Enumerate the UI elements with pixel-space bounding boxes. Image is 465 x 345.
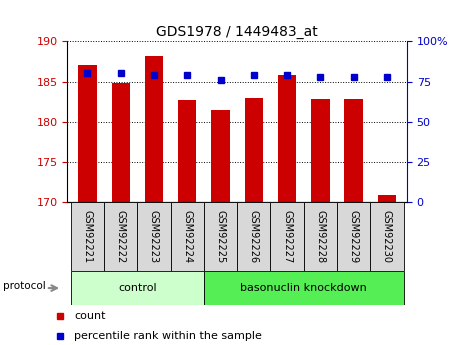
Bar [237,202,271,271]
Text: GSM92225: GSM92225 [215,210,226,263]
Bar [112,83,130,202]
Bar [71,202,104,271]
Bar [345,99,363,202]
Bar [311,99,330,202]
Bar [145,56,163,202]
Text: percentile rank within the sample: percentile rank within the sample [74,331,262,341]
Bar [370,202,404,271]
Bar [271,202,304,271]
Text: GSM92228: GSM92228 [315,210,326,263]
Bar [178,100,196,202]
Bar [71,271,204,305]
Bar [204,271,404,305]
Text: GSM92229: GSM92229 [349,210,359,263]
Text: GSM92221: GSM92221 [82,210,93,263]
Bar [78,66,97,202]
Text: GSM92223: GSM92223 [149,210,159,263]
Bar [278,75,296,202]
Text: GSM92222: GSM92222 [116,210,126,263]
Text: GSM92230: GSM92230 [382,210,392,263]
Text: protocol: protocol [3,282,46,291]
Bar [378,195,396,202]
Text: GSM92227: GSM92227 [282,210,292,263]
Text: basonuclin knockdown: basonuclin knockdown [240,283,367,293]
Title: GDS1978 / 1449483_at: GDS1978 / 1449483_at [156,25,318,39]
Bar [245,98,263,202]
Bar [104,202,137,271]
Text: control: control [118,283,157,293]
Text: GSM92226: GSM92226 [249,210,259,263]
Bar [204,202,237,271]
Text: count: count [74,312,106,322]
Bar [337,202,370,271]
Bar [304,202,337,271]
Bar [171,202,204,271]
Text: GSM92224: GSM92224 [182,210,192,263]
Bar [137,202,171,271]
Bar [212,110,230,202]
